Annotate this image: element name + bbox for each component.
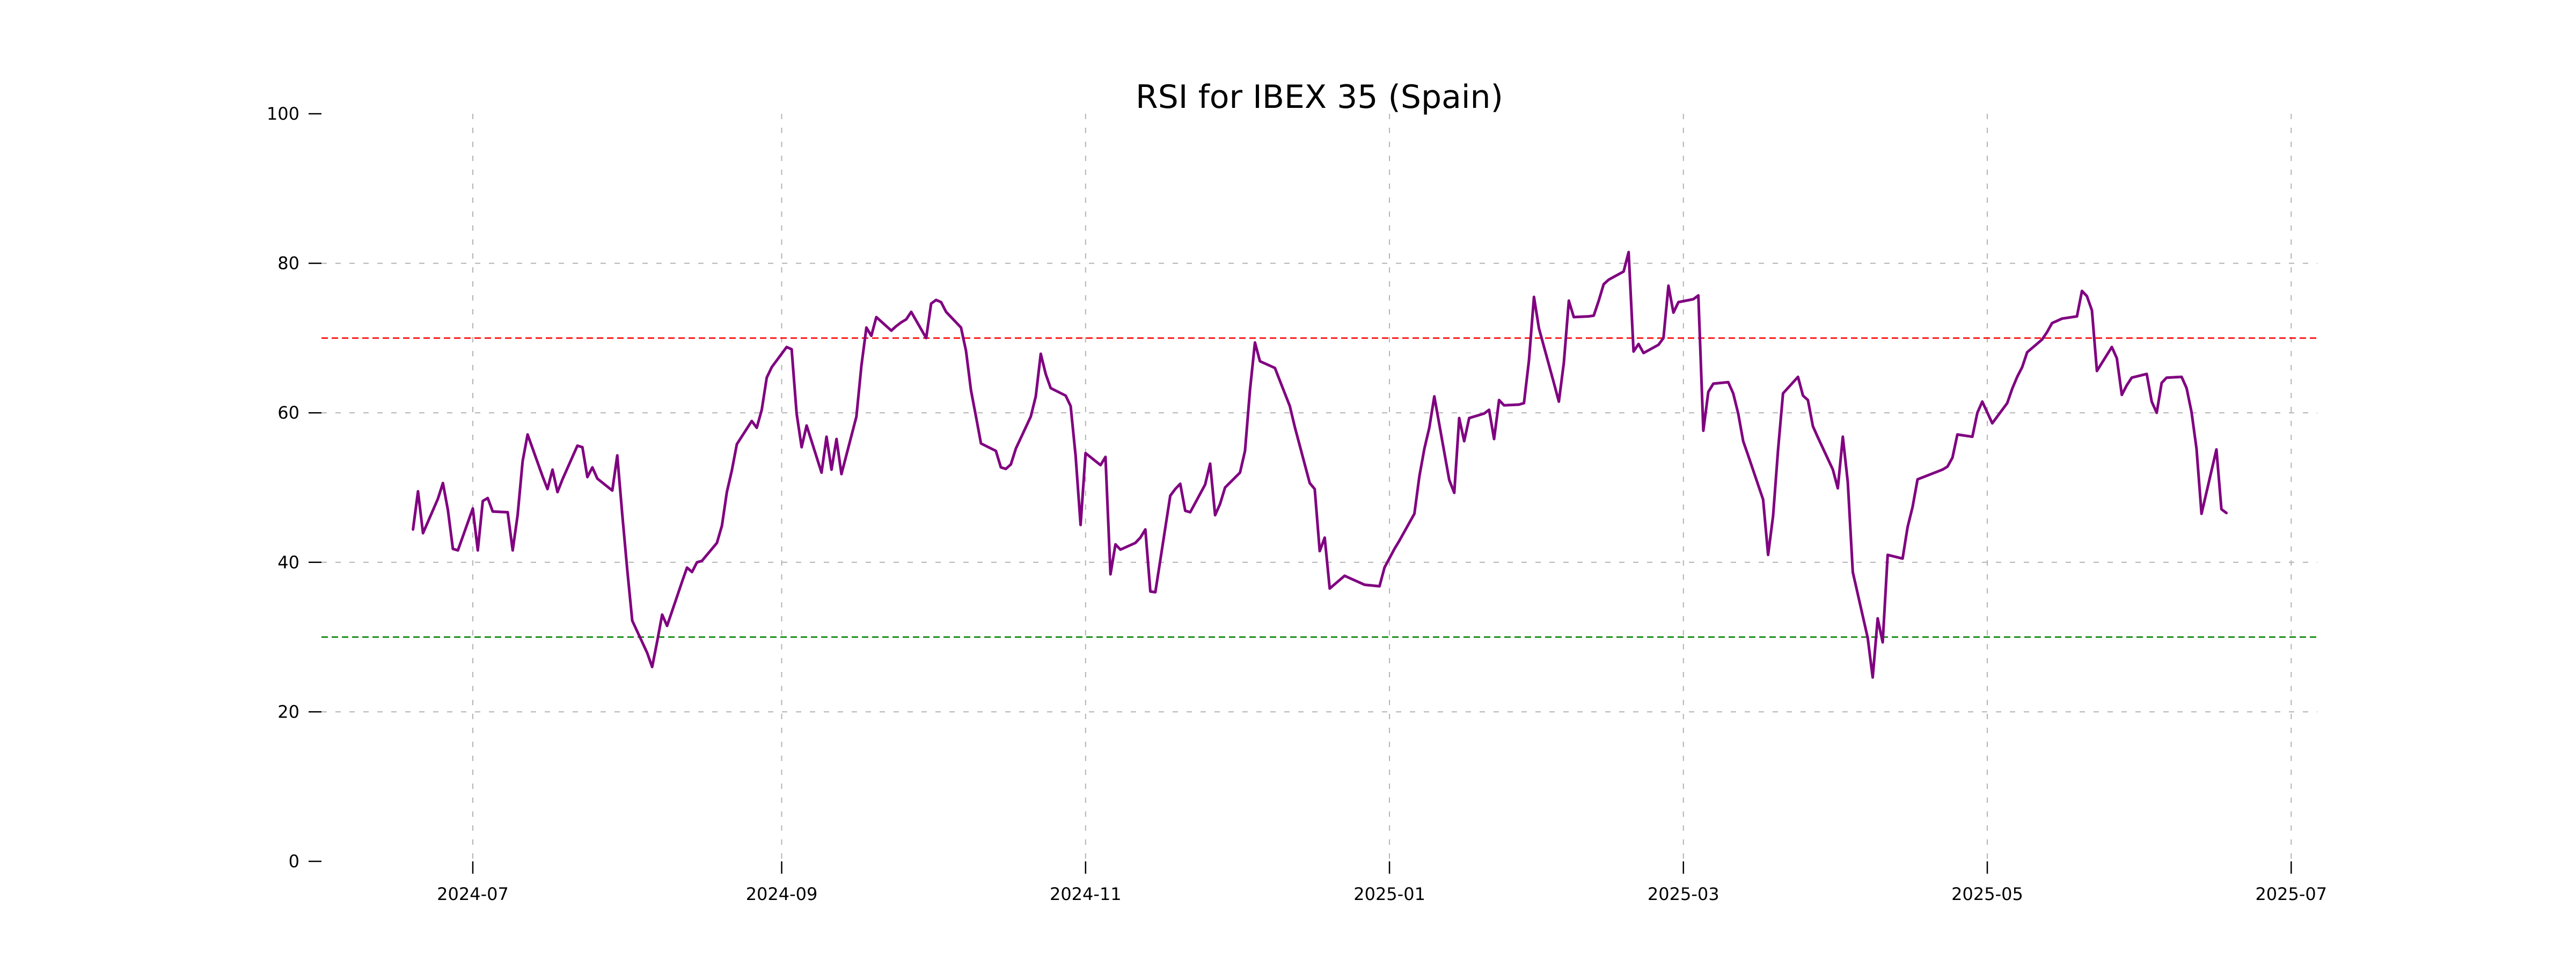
y-axis-tick-label: 100 xyxy=(267,104,299,124)
x-axis-tick-label: 2025-07 xyxy=(2255,884,2327,904)
chart-title: RSI for IBEX 35 (Spain) xyxy=(1136,78,1503,116)
x-axis-tick-label: 2025-03 xyxy=(1648,884,1719,904)
y-axis-tick-label: 60 xyxy=(277,402,299,423)
x-axis-tick-label: 2025-01 xyxy=(1353,884,1425,904)
x-axis-tick-label: 2025-05 xyxy=(1951,884,2023,904)
x-axis-tick-label: 2024-07 xyxy=(437,884,509,904)
x-axis-tick-label: 2024-11 xyxy=(1050,884,1122,904)
y-axis-tick-label: 20 xyxy=(277,701,299,722)
y-axis-tick-label: 80 xyxy=(277,253,299,274)
rsi-line xyxy=(412,251,2228,679)
x-axis-tick-label: 2024-09 xyxy=(746,884,818,904)
y-axis-tick-label: 40 xyxy=(277,552,299,573)
y-axis-tick-label: 0 xyxy=(289,851,299,872)
